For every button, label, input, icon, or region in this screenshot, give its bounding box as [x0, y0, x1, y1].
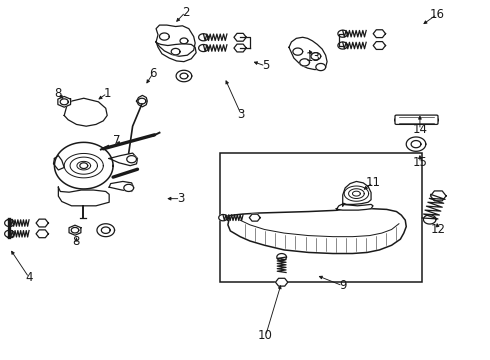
Text: 3: 3	[177, 192, 184, 205]
Text: 15: 15	[413, 156, 427, 169]
Text: 12: 12	[431, 223, 445, 236]
Polygon shape	[275, 278, 288, 286]
Polygon shape	[198, 45, 208, 51]
Text: 2: 2	[182, 6, 189, 19]
Text: 1: 1	[103, 87, 111, 100]
Polygon shape	[137, 95, 147, 107]
Polygon shape	[160, 33, 169, 40]
Polygon shape	[156, 25, 195, 56]
Text: 16: 16	[430, 8, 444, 21]
Polygon shape	[5, 230, 14, 237]
Polygon shape	[293, 48, 303, 55]
Polygon shape	[180, 38, 188, 44]
Polygon shape	[69, 225, 81, 235]
FancyBboxPatch shape	[395, 115, 438, 125]
Polygon shape	[338, 30, 347, 37]
Polygon shape	[198, 34, 208, 41]
Polygon shape	[373, 42, 386, 49]
Polygon shape	[36, 230, 49, 238]
Polygon shape	[97, 224, 115, 237]
Polygon shape	[219, 215, 227, 221]
Polygon shape	[109, 153, 138, 166]
Polygon shape	[406, 137, 426, 151]
Polygon shape	[336, 204, 373, 210]
Polygon shape	[54, 142, 113, 189]
Polygon shape	[58, 96, 71, 107]
Polygon shape	[277, 253, 287, 261]
Polygon shape	[124, 184, 134, 192]
Text: 11: 11	[366, 176, 381, 189]
Polygon shape	[311, 53, 321, 60]
Polygon shape	[343, 181, 371, 206]
Polygon shape	[156, 42, 196, 62]
Polygon shape	[316, 63, 326, 71]
Polygon shape	[234, 44, 246, 52]
Polygon shape	[373, 30, 386, 37]
Polygon shape	[36, 219, 49, 227]
Polygon shape	[338, 42, 347, 49]
Text: 13: 13	[306, 51, 321, 64]
Polygon shape	[234, 33, 246, 41]
Polygon shape	[431, 191, 446, 201]
Polygon shape	[300, 59, 310, 66]
Polygon shape	[109, 181, 134, 192]
Polygon shape	[53, 156, 64, 170]
Polygon shape	[5, 220, 14, 226]
Polygon shape	[58, 187, 109, 206]
Polygon shape	[176, 70, 192, 82]
Text: 9: 9	[339, 279, 346, 292]
Polygon shape	[249, 214, 260, 221]
Text: 14: 14	[413, 123, 427, 136]
Bar	[220, 153, 422, 282]
Text: 10: 10	[258, 329, 273, 342]
Polygon shape	[64, 98, 107, 126]
Polygon shape	[171, 48, 180, 55]
Text: 6: 6	[149, 67, 157, 80]
Polygon shape	[423, 215, 436, 224]
Polygon shape	[225, 209, 406, 253]
Polygon shape	[127, 156, 137, 163]
Text: 8: 8	[55, 87, 62, 100]
Polygon shape	[289, 37, 327, 69]
Text: 3: 3	[237, 108, 245, 121]
Text: 8: 8	[73, 235, 80, 248]
Text: 4: 4	[25, 271, 33, 284]
Text: 5: 5	[262, 59, 269, 72]
Text: 7: 7	[113, 134, 121, 147]
